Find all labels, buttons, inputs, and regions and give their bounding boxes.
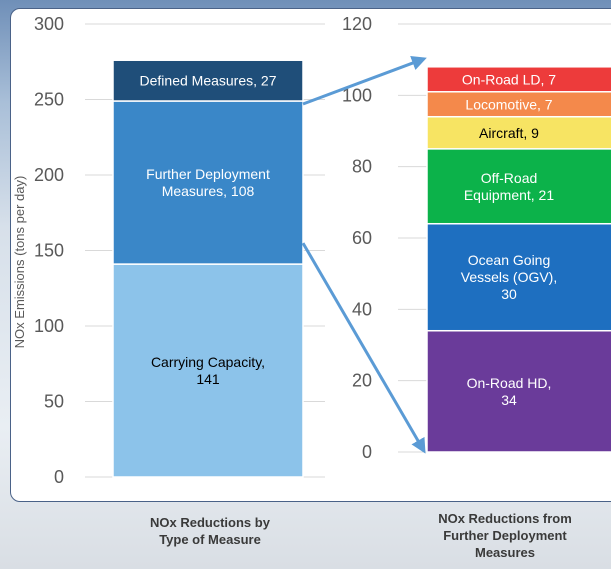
right-bar-segment xyxy=(426,115,611,150)
right-y-tick-label: 60 xyxy=(352,228,372,248)
left-bar-segment xyxy=(112,263,304,478)
right-caption-line-3: Measures xyxy=(475,545,535,560)
right-segment-label: Ocean Going xyxy=(468,252,551,268)
left-caption: NOx Reductions by Type of Measure xyxy=(120,514,300,548)
right-bar-segment xyxy=(426,66,611,93)
right-bar-segment xyxy=(426,91,611,118)
right-segment-label: Vessels (OGV), xyxy=(461,269,557,285)
left-segment-label: Defined Measures, 27 xyxy=(140,73,277,89)
left-y-tick-label: 100 xyxy=(34,316,64,336)
right-y-tick-label: 120 xyxy=(342,14,372,34)
left-caption-line-1: NOx Reductions by xyxy=(150,515,270,530)
right-segment-label: Aircraft, 9 xyxy=(479,125,539,141)
right-bar-segment xyxy=(426,222,611,332)
right-segment-label: Off-Road xyxy=(481,170,538,186)
right-caption-line-2: Further Deployment xyxy=(443,528,567,543)
right-segment-label: 30 xyxy=(501,286,517,302)
right-segment-label: 34 xyxy=(501,392,517,408)
right-y-tick-label: 80 xyxy=(352,157,372,177)
y-axis-label: NOx Emissions (tons per day) xyxy=(12,176,27,349)
top-connector-arrow xyxy=(302,55,427,106)
right-bar-segment xyxy=(426,329,611,453)
right-segment-label: On-Road HD, xyxy=(467,375,552,391)
right-y-tick-label: 40 xyxy=(352,299,372,319)
bottom-connector-arrow xyxy=(301,242,426,454)
left-segment-label: Further Deployment xyxy=(146,166,270,182)
left-bar-segment xyxy=(112,100,304,265)
right-y-tick-label: 0 xyxy=(362,442,372,462)
left-y-tick-label: 150 xyxy=(34,241,64,261)
left-caption-line-2: Type of Measure xyxy=(159,532,261,547)
right-segment-label: Locomotive, 7 xyxy=(465,96,552,112)
right-caption-line-1: NOx Reductions from xyxy=(438,511,572,526)
left-y-tick-label: 250 xyxy=(34,90,64,110)
left-segment-label: Measures, 108 xyxy=(162,183,255,199)
left-bar-segment xyxy=(112,59,304,102)
right-bar-segment xyxy=(426,148,611,225)
left-segment-label: Carrying Capacity, xyxy=(151,354,265,370)
right-y-tick-label: 20 xyxy=(352,371,372,391)
right-caption: NOx Reductions from Further Deployment M… xyxy=(425,510,585,561)
left-y-tick-label: 300 xyxy=(34,14,64,34)
connector-arrows xyxy=(301,55,427,454)
left-y-tick-label: 0 xyxy=(54,467,64,487)
right-segment-label: On-Road LD, 7 xyxy=(462,71,556,87)
right-y-tick-label: 100 xyxy=(342,85,372,105)
left-segment-label: 141 xyxy=(196,371,220,387)
left-chart: 0 50 100 150 200 250 300 Carrying Capacity,141 F… xyxy=(12,14,325,487)
right-segment-label: Equipment, 21 xyxy=(464,187,554,203)
left-y-tick-label: 200 xyxy=(34,165,64,185)
right-chart: 0 20 40 60 80 100 120 On-Road HD,34 Ocean GoingV… xyxy=(342,14,611,462)
left-y-tick-label: 50 xyxy=(44,392,64,412)
